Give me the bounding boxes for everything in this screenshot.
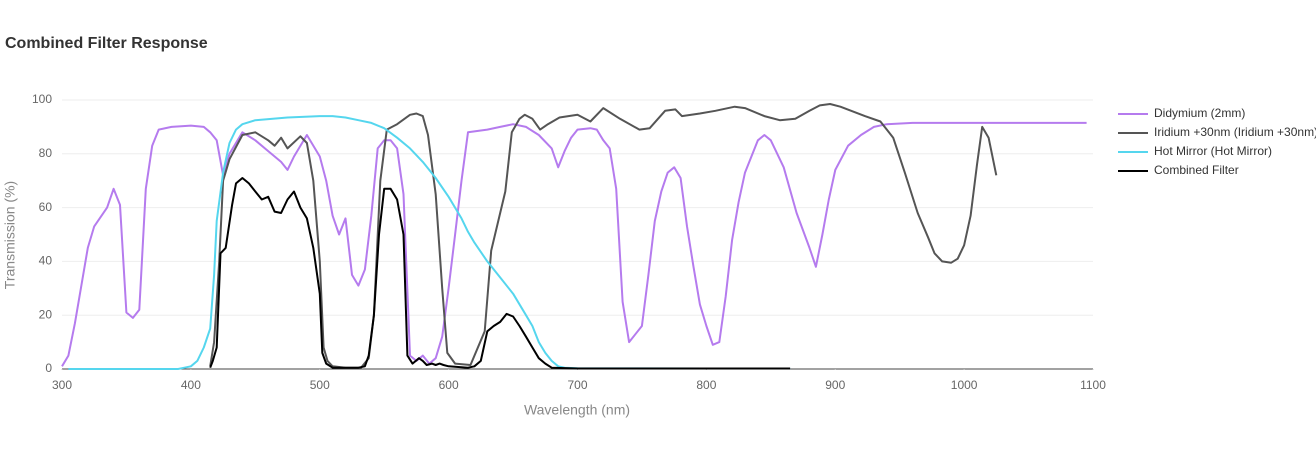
x-tick-label: 400: [181, 378, 201, 392]
x-tick-label: 500: [310, 378, 330, 392]
x-tick-label: 300: [52, 378, 72, 392]
y-tick-label: 80: [39, 146, 53, 160]
x-tick-label: 800: [696, 378, 716, 392]
legend-label: Hot Mirror (Hot Mirror): [1154, 144, 1272, 158]
series-line: [209, 177, 791, 370]
x-tick-label: 1000: [951, 378, 978, 392]
series-line: [68, 115, 791, 370]
x-tick-label: 600: [439, 378, 459, 392]
y-tick-label: 60: [39, 200, 53, 214]
series-line: [61, 121, 1087, 367]
x-axis-title: Wavelength (nm): [524, 402, 630, 418]
x-tick-label: 700: [567, 378, 587, 392]
y-tick-label: 40: [39, 254, 53, 268]
x-tick-label: 900: [825, 378, 845, 392]
legend-label: Iridium +30nm (Iridium +30nm): [1154, 125, 1316, 139]
series-line: [209, 103, 998, 369]
legend-label: Combined Filter: [1154, 163, 1239, 177]
x-tick-label: 1100: [1080, 378, 1106, 392]
legend-label: Didymium (2mm): [1154, 106, 1245, 120]
y-tick-label: 0: [45, 361, 52, 375]
y-tick-label: 100: [32, 92, 52, 106]
y-tick-label: 20: [39, 307, 53, 321]
y-axis-title: Transmission (%): [2, 181, 18, 289]
chart-title: Combined Filter Response: [5, 35, 208, 52]
